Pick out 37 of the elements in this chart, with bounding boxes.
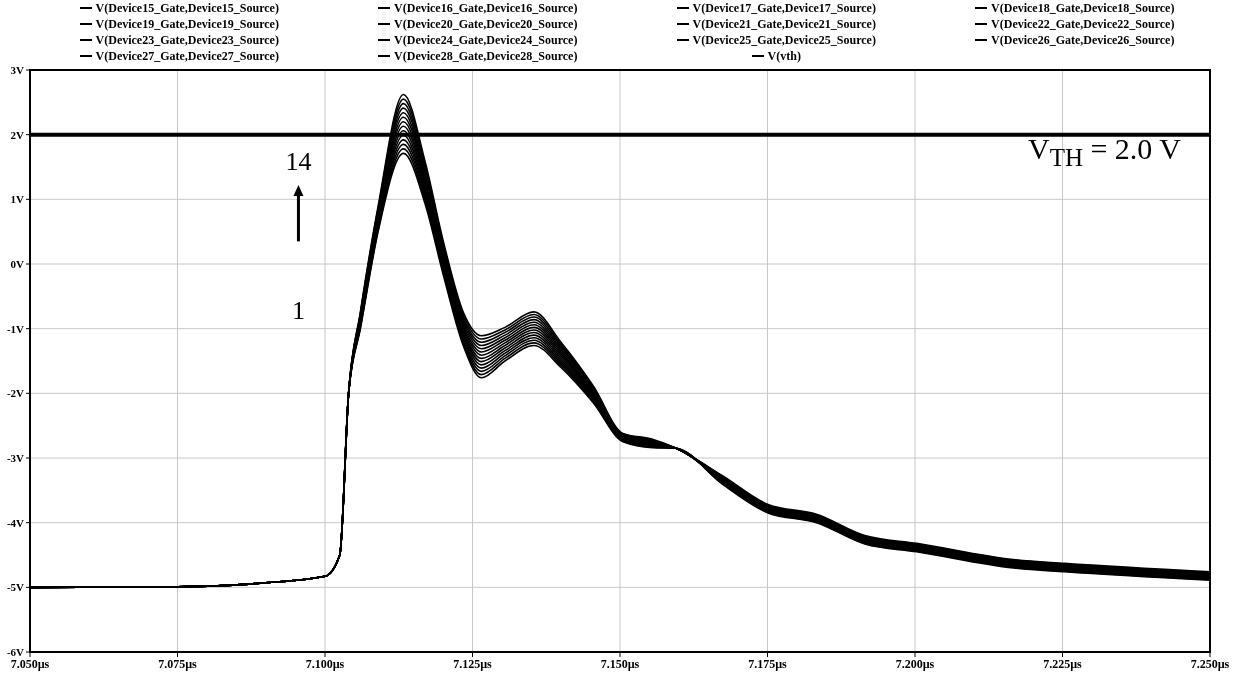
legend-label: V(Device25_Gate,Device25_Source) [692, 32, 876, 48]
legend-label: V(Device19_Gate,Device19_Source) [95, 16, 279, 32]
y-tick-label: -6V [6, 645, 25, 658]
y-tick-label: -3V [6, 451, 25, 464]
legend-label: V(Device26_Gate,Device26_Source) [991, 32, 1175, 48]
legend-label: V(Device27_Gate,Device27_Source) [95, 48, 279, 64]
x-tick-label: 7.175µs [748, 656, 788, 671]
legend-label: V(Device17_Gate,Device17_Source) [692, 0, 876, 16]
legend-label: V(Device22_Gate,Device22_Source) [991, 16, 1175, 32]
x-tick-label: 7.075µs [158, 656, 198, 671]
y-tick-label: 2V [10, 128, 25, 141]
legend-label: V(Device16_Gate,Device16_Source) [394, 0, 578, 16]
legend-label: V(Device28_Gate,Device28_Source) [394, 48, 578, 64]
x-tick-label: 7.150µs [600, 656, 640, 671]
y-tick-label: -4V [6, 516, 25, 529]
x-tick-label: 7.050µs [10, 656, 50, 671]
annotation: 1 [291, 295, 305, 325]
y-tick-label: -5V [6, 581, 25, 594]
legend-label: V(Device23_Gate,Device23_Source) [95, 32, 279, 48]
x-tick-label: 7.125µs [453, 656, 493, 671]
x-tick-label: 7.250µs [1190, 656, 1230, 671]
y-tick-label: 3V [10, 63, 25, 76]
legend-label: V(Device15_Gate,Device15_Source) [95, 0, 279, 16]
legend-label: V(Device18_Gate,Device18_Source) [991, 0, 1175, 16]
legend-label: V(Device21_Gate,Device21_Source) [692, 16, 876, 32]
y-tick-label: -2V [6, 387, 25, 400]
legend-label: V(Device24_Gate,Device24_Source) [394, 32, 578, 48]
annotation: 14 [285, 147, 312, 177]
y-tick-label: -1V [6, 322, 25, 335]
y-tick-label: 0V [10, 257, 25, 270]
x-tick-label: 7.225µs [1043, 656, 1083, 671]
y-tick-label: 1V [10, 193, 25, 206]
x-tick-label: 7.200µs [895, 656, 935, 671]
x-tick-label: 7.100µs [305, 656, 345, 671]
annotation: V$_{TH}$ = 2.0 V [1027, 132, 1181, 172]
legend-label: V(vth) [767, 48, 801, 64]
legend-label: V(Device20_Gate,Device20_Source) [394, 16, 578, 32]
